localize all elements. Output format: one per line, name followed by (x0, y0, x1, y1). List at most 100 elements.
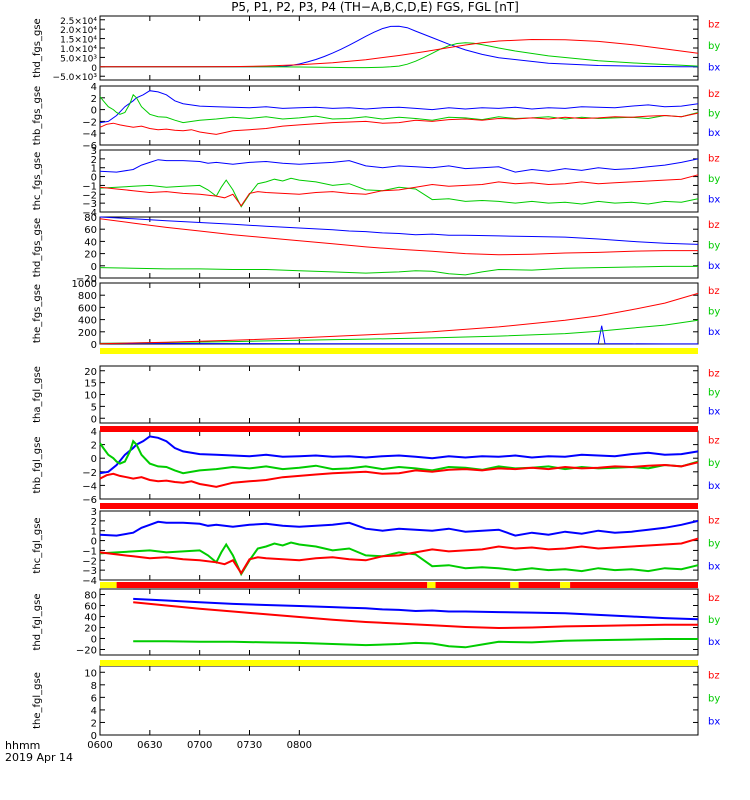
x-tick-label: 0800 (287, 740, 312, 751)
y-tick-label: 10 (84, 391, 97, 402)
y-tick-label: 80 (84, 213, 97, 224)
legend-bx: bx (708, 481, 720, 492)
legend-by: by (708, 539, 720, 550)
status-bar-segment (116, 582, 428, 588)
series-line-bz (99, 537, 699, 575)
y-tick-label: 1.5×10⁴ (60, 36, 97, 46)
series-line-bx (99, 90, 699, 124)
chart-title: P5, P1, P2, P3, P4 (TH−A,B,C,D,E) FGS, F… (231, 0, 519, 14)
y-tick-label: 0 (91, 414, 97, 425)
panel-frame (99, 365, 699, 424)
panel-frame (99, 588, 699, 656)
y-tick-label: 20 (84, 367, 97, 378)
y-tick-label: −20 (76, 274, 97, 285)
legend-bz: bz (708, 435, 720, 446)
series-line-bx (133, 597, 699, 621)
y-axis-label: the_fgs_gse (32, 284, 43, 343)
y-tick-label: 3 (91, 146, 97, 157)
y-tick-label: −2 (82, 468, 97, 479)
y-tick-label: 4 (91, 706, 97, 717)
y-tick-label: 2 (91, 94, 97, 105)
panel-frame (99, 216, 699, 279)
series-line-by (99, 177, 699, 208)
series-line-by (99, 319, 699, 344)
legend-bz: bz (708, 368, 720, 379)
status-bar-segment (427, 582, 436, 588)
legend-bx: bx (708, 717, 720, 728)
legend-by: by (708, 458, 720, 469)
y-tick-label: 20 (84, 624, 97, 635)
status-bar-segment (560, 582, 571, 588)
legend-by: by (708, 387, 720, 398)
y-tick-label: 2.5×10⁴ (60, 17, 97, 27)
y-axis-label: thb_fgl_gse (32, 437, 43, 494)
y-tick-label: 40 (84, 237, 97, 248)
y-tick-label: 1.0×10⁴ (60, 45, 97, 55)
y-axis-label: thc_fgs_gse (32, 152, 43, 211)
series-line-by (100, 42, 699, 69)
legend-by: by (708, 615, 720, 626)
legend-bz: bz (708, 286, 720, 297)
y-tick-label: 0 (91, 454, 97, 465)
panel-frame (99, 282, 699, 345)
y-tick-label: 0 (91, 64, 97, 74)
series-line-bz (99, 218, 698, 256)
legend-bx: bx (708, 62, 720, 73)
legend-bz: bz (708, 516, 720, 527)
y-tick-label: 400 (78, 316, 97, 327)
legend-bz: bz (708, 89, 720, 100)
series-line-bx (100, 25, 699, 68)
series-line-bx (99, 158, 699, 173)
panel-frame (99, 149, 699, 213)
y-tick-label: 1 (91, 164, 97, 175)
y-tick-label: 8 (91, 681, 97, 692)
y-tick-label: 0 (91, 340, 97, 351)
series-line-bz (99, 112, 699, 135)
y-tick-label: −20 (76, 646, 97, 657)
legend-bx: bx (708, 128, 720, 139)
y-axis-label: the_fgl_gse (32, 672, 43, 729)
y-tick-label: −5.0×10³ (53, 73, 98, 83)
y-tick-label: −6 (82, 495, 97, 506)
legend-by: by (708, 41, 720, 52)
y-tick-label: 0 (91, 106, 97, 117)
y-tick-label: 1000 (72, 279, 97, 290)
y-tick-label: 2 (91, 517, 97, 528)
legend-bx: bx (708, 327, 720, 338)
y-tick-label: 2 (91, 718, 97, 729)
y-tick-label: −4 (82, 129, 97, 140)
y-tick-label: 1 (91, 527, 97, 538)
y-tick-label: −6 (82, 141, 97, 152)
y-axis-label: tha_fgl_gse (32, 366, 43, 423)
x-axis-label: hhmm (5, 739, 41, 752)
series-line-bz (133, 601, 698, 630)
series-line-by (99, 439, 699, 475)
y-tick-label: 0 (91, 262, 97, 273)
y-tick-label: 800 (78, 291, 97, 302)
y-axis-label: thd_fgs_gse (32, 218, 43, 277)
y-tick-label: 6 (91, 693, 97, 704)
legend-bz: bz (708, 593, 720, 604)
y-tick-label: −3 (82, 566, 97, 577)
y-tick-label: 0 (91, 731, 97, 742)
panel-frame (99, 85, 699, 146)
x-tick-label: 0630 (137, 740, 162, 751)
y-tick-label: 5 (91, 402, 97, 413)
y-tick-label: −4 (82, 481, 97, 492)
y-tick-label: −2 (82, 556, 97, 567)
legend-by: by (708, 174, 720, 185)
series-line-bx (99, 216, 699, 245)
y-tick-label: 20 (84, 250, 97, 261)
y-tick-label: −4 (82, 208, 97, 219)
legend-bx: bx (708, 261, 720, 272)
y-tick-label: 0 (91, 635, 97, 646)
status-bar-segment (100, 348, 698, 354)
y-tick-label: 3 (91, 507, 97, 518)
legend-bz: bz (708, 220, 720, 231)
series-line-bz (100, 38, 699, 68)
y-tick-label: 4 (91, 427, 97, 438)
x-tick-label: 0600 (87, 740, 112, 751)
legend-bx: bx (708, 637, 720, 648)
series-line-by (99, 541, 699, 577)
